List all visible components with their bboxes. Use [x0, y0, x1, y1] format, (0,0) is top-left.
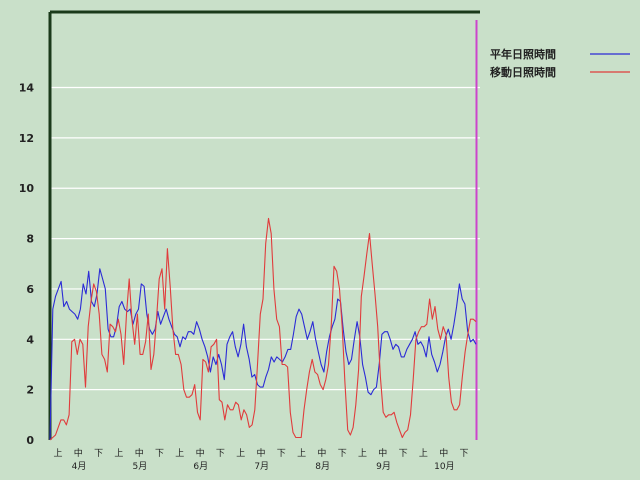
month-label: 7月 [254, 461, 269, 472]
y-tick-label: 4 [26, 333, 34, 346]
x-tick-label: 下 [277, 449, 286, 459]
x-tick-label: 中 [317, 447, 326, 459]
legend-label: 移動日照時間 [490, 65, 556, 79]
x-tick-label: 上 [358, 448, 367, 459]
y-tick-label: 0 [26, 434, 34, 447]
series-lines [49, 217, 477, 441]
x-tick-label: 下 [459, 449, 468, 459]
x-tick-label: 中 [196, 447, 205, 459]
x-tick-label: 上 [419, 448, 428, 459]
month-label: 6月 [193, 461, 208, 472]
x-tick-label: 下 [216, 449, 225, 459]
x-tick-label: 中 [256, 447, 265, 459]
x-tick-label: 上 [53, 448, 62, 459]
y-tick-label: 6 [26, 283, 34, 296]
x-tick-label: 下 [338, 449, 347, 459]
x-tick-label: 中 [439, 447, 448, 459]
x-tick-label: 下 [155, 449, 164, 459]
month-label: 4月 [72, 461, 87, 472]
x-tick-label: 中 [74, 447, 83, 459]
x-tick-label: 上 [297, 448, 306, 459]
y-tick-label: 8 [26, 233, 34, 246]
y-axis: 0 2 4 6 8 10 12 14 [19, 10, 480, 447]
month-label: 10月 [434, 461, 454, 472]
month-label: 9月 [376, 461, 391, 472]
y-tick-label: 12 [19, 132, 34, 145]
month-label: 5月 [133, 461, 148, 472]
month-label: 8月 [315, 461, 330, 472]
series-line [49, 268, 477, 441]
y-tick-label: 14 [19, 82, 35, 95]
y-tick-label: 2 [26, 384, 34, 397]
x-axis: 上中下上中下上中下上中下上中下上中下上中下4月 5月 6月 7月 8月 9月 10月 [53, 447, 468, 472]
x-tick-label: 上 [175, 448, 184, 459]
x-tick-label: 上 [236, 448, 245, 459]
x-tick-label: 上 [114, 448, 123, 459]
legend-label: 平年日照時間 [490, 47, 556, 61]
x-tick-label: 下 [94, 449, 103, 459]
series-line [49, 217, 477, 441]
grid-lines [50, 20, 480, 440]
x-tick-label: 下 [399, 449, 408, 459]
y-tick-label: 10 [19, 182, 35, 195]
x-tick-label: 中 [135, 447, 144, 459]
x-tick-label: 中 [378, 447, 387, 459]
